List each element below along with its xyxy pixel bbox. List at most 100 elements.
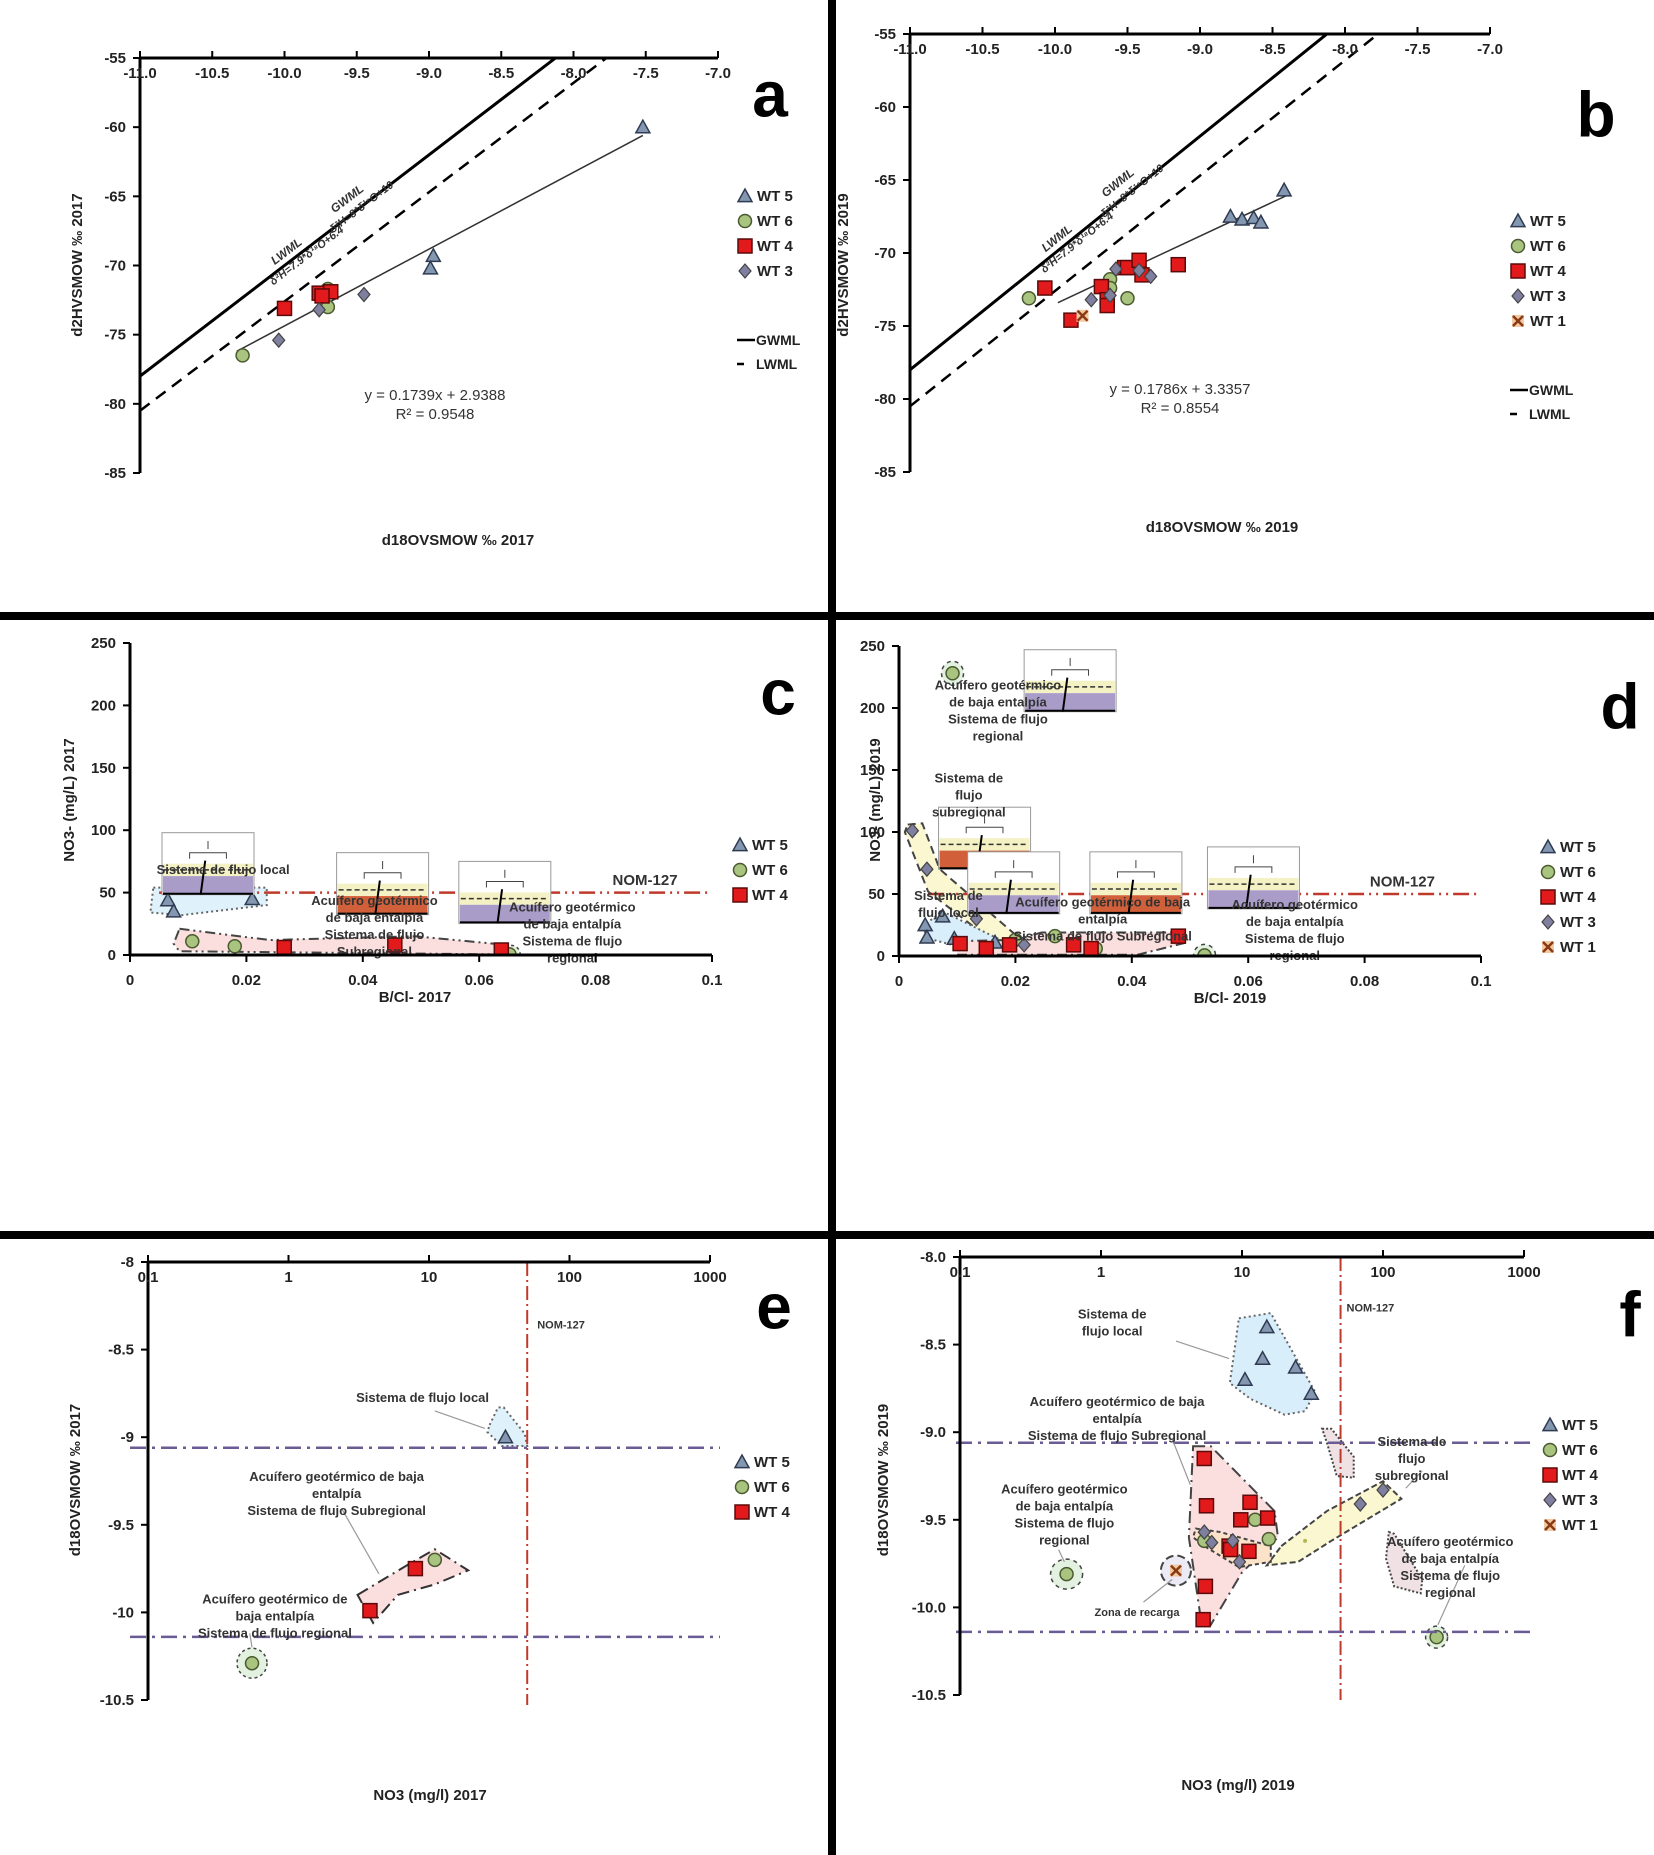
x-tick-label: 0.1 — [702, 972, 723, 989]
trendline — [236, 134, 644, 352]
inset-layer-bottom — [1090, 895, 1181, 913]
y-tick-label: -65 — [874, 172, 896, 189]
data-point-wt5 — [1258, 1318, 1276, 1334]
panel-d: NOM-127 Acuífero geotérmico de baja entalp… — [860, 638, 1640, 1007]
y-tick-label: 50 — [868, 886, 885, 903]
data-point-wt6 — [244, 1655, 260, 1671]
annotation: entalpía — [1078, 911, 1128, 926]
data-point-wt4 — [1241, 1543, 1257, 1560]
leader-line — [1171, 1438, 1191, 1485]
marker-x-cross — [1512, 315, 1524, 327]
group-polygon — [172, 927, 511, 955]
annotation: Acuífero geotérmico — [1387, 1534, 1513, 1549]
inset-layer-bottom — [1025, 693, 1116, 711]
data-point-wt6 — [945, 666, 960, 681]
meteoric-line-lwml — [140, 58, 609, 412]
y-tick-label: -60 — [104, 119, 126, 136]
x-tick-label: 10 — [1234, 1264, 1251, 1281]
marker-square — [1542, 1467, 1558, 1483]
data-point-wt4 — [407, 1560, 424, 1577]
x-tick-label: 100 — [1370, 1264, 1395, 1281]
annotation: flujo — [1398, 1451, 1425, 1466]
data-point-wt4 — [1063, 312, 1079, 328]
inset-schematic — [458, 860, 552, 924]
trendline-equation: y = 0.1786x + 3.3357 — [1110, 381, 1251, 398]
marker-x-cross — [1542, 941, 1554, 953]
marker-circle — [732, 862, 748, 878]
y-tick-label: 150 — [860, 762, 885, 779]
leader-line — [341, 1508, 380, 1575]
y-tick-label: 150 — [91, 760, 116, 777]
legend-label: WT 3 — [1530, 288, 1566, 305]
panel-f: NOM-127 Sistema de flujo local Acuífero geo… — [875, 1249, 1641, 1794]
marker-diamond — [1511, 288, 1525, 304]
legend-label: WT 5 — [757, 188, 793, 205]
trendline-equation: y = 0.1739x + 2.9388 — [365, 387, 506, 404]
data-point-wt5 — [1236, 1371, 1254, 1386]
divider-horizontal-2 — [0, 1231, 1654, 1239]
trendline-r2: R² = 0.8554 — [1141, 400, 1220, 417]
x-tick-label: 1 — [1097, 1264, 1105, 1281]
data-point-wt5 — [243, 890, 261, 906]
annotation: Acuífero geotérmico de — [202, 1592, 347, 1607]
inset-layer-bottom — [1208, 890, 1299, 908]
y-tick-label: 0 — [877, 948, 885, 965]
data-point-wt4 — [1198, 1498, 1215, 1514]
annotation: Sistema de flujo Subregional — [1028, 1428, 1206, 1443]
data-point-wt5 — [1287, 1358, 1304, 1374]
annotation: baja entalpía — [236, 1609, 316, 1624]
marker-circle — [734, 1479, 750, 1495]
inset-fault — [374, 880, 381, 915]
inset-bracket — [363, 860, 402, 879]
data-point-wt4 — [314, 288, 330, 304]
data-point-wt4 — [1001, 937, 1018, 953]
data-point-wt5 — [1252, 213, 1270, 229]
y-tick-label: 250 — [91, 635, 116, 652]
legend: WT 5 WT 6 WT 4 WT 3 WT 1 — [1541, 1416, 1598, 1534]
y-tick-label: -60 — [874, 99, 896, 116]
legend-label: WT 6 — [1560, 864, 1596, 881]
annotation: Sistema de — [1078, 1306, 1147, 1321]
legend-label: WT 4 — [1530, 263, 1566, 280]
marker-diamond — [1543, 1492, 1557, 1508]
legend-label: WT 4 — [757, 238, 793, 255]
x-axis-label: d18OVSMOW ‰ 2019 — [1146, 519, 1299, 536]
y-tick-label: 250 — [860, 638, 885, 655]
plot-area — [903, 660, 1217, 956]
legend: WT 5 WT 6 WT 4 WT 3 WT 1 — [1539, 838, 1596, 956]
legend-label: WT 3 — [757, 263, 793, 280]
inset-schematic — [336, 852, 430, 916]
x-tick-label: -9.0 — [1187, 41, 1213, 58]
legend-label: WT 4 — [754, 1504, 790, 1521]
y-tick-label: -65 — [104, 188, 126, 205]
marker-x-cross — [1170, 1564, 1182, 1577]
x-tick-label: 1 — [284, 1269, 292, 1286]
y-axis-label: d18OVSMOW ‰ 2017 — [67, 1404, 84, 1557]
group-polygon — [1264, 1480, 1404, 1567]
inset-bracket — [994, 860, 1033, 878]
annotation: Acuífero geotérmico — [1232, 897, 1358, 912]
y-tick-label: -8 — [121, 1254, 134, 1271]
y-tick-label: -85 — [104, 465, 126, 482]
inset-layer-bottom — [459, 904, 550, 923]
data-point-wt6 — [1247, 1512, 1263, 1528]
marker-diamond — [1541, 914, 1555, 930]
annotation: de baja entalpía — [1016, 1499, 1114, 1514]
meteoric-line-gwml — [910, 34, 1330, 371]
data-point-wt6 — [235, 348, 250, 363]
legend-label: WT 6 — [1562, 1442, 1598, 1459]
y-tick-label: -75 — [104, 327, 126, 344]
leader-line — [1175, 1340, 1230, 1360]
y-tick-label: -55 — [874, 26, 896, 43]
y-tick-label: -8.5 — [920, 1337, 946, 1354]
y-tick-label: -9.5 — [108, 1517, 134, 1534]
x-tick-label: 0.1 — [138, 1269, 159, 1286]
data-point-wt3 — [1109, 261, 1123, 277]
x-tick-label: -9.0 — [416, 65, 442, 82]
inset-schematic — [1089, 851, 1183, 915]
x-tick-label: -10.0 — [1038, 41, 1072, 58]
annotation: Acuífero geotérmico de baja — [1015, 894, 1191, 909]
legend-label: WT 5 — [752, 837, 788, 854]
